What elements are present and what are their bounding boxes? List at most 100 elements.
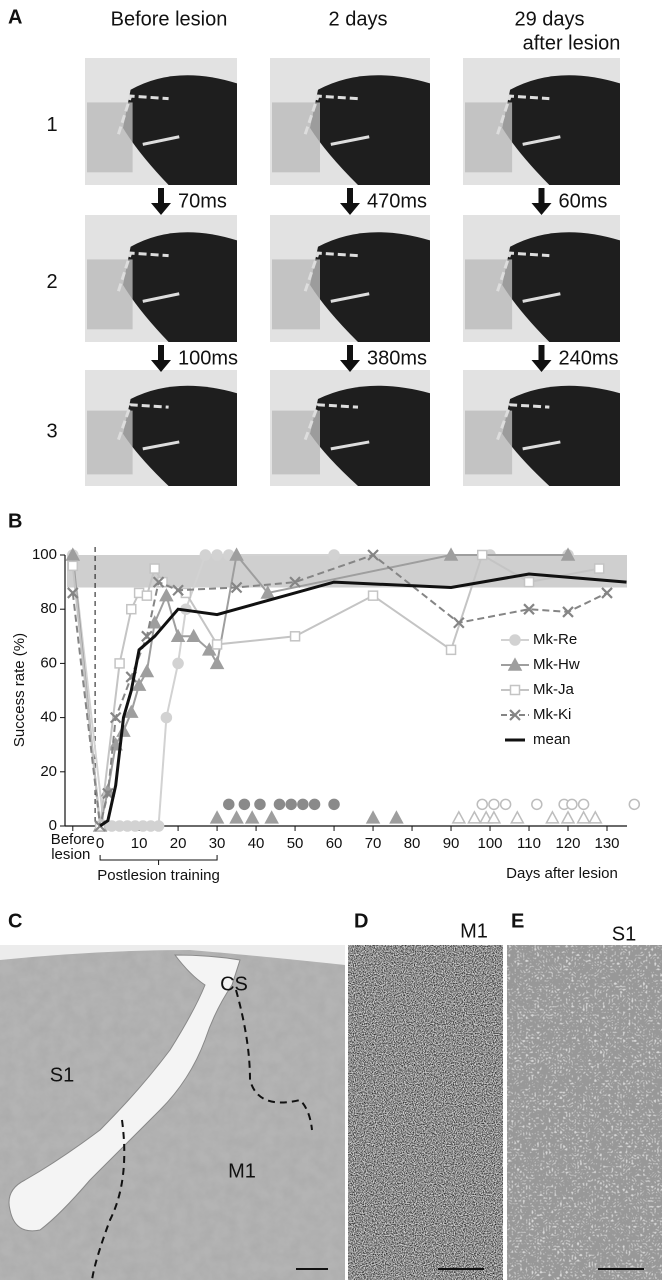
point	[254, 798, 266, 811]
cup	[465, 259, 513, 330]
point	[152, 576, 165, 588]
point	[102, 787, 114, 800]
point	[172, 657, 184, 670]
point	[499, 798, 512, 811]
finger-trace	[496, 403, 550, 441]
point	[209, 810, 225, 824]
point	[260, 585, 276, 599]
cup	[87, 102, 133, 173]
background	[0, 945, 345, 965]
point	[601, 587, 613, 599]
point	[147, 615, 162, 629]
finger-trace	[496, 94, 550, 135]
texture	[507, 945, 662, 1280]
panel-label: C	[8, 910, 22, 932]
column-title: 2 days	[329, 8, 388, 30]
point	[289, 631, 301, 642]
cup	[272, 259, 320, 330]
x-tick-label: 130	[594, 835, 619, 852]
hand	[502, 385, 620, 486]
legend-marker	[509, 709, 521, 721]
point	[476, 549, 488, 561]
arrow	[531, 188, 552, 215]
finger-trace	[117, 251, 169, 292]
y-tick-label: 80	[40, 600, 57, 617]
arrow	[340, 188, 360, 215]
point	[230, 581, 243, 594]
point	[628, 798, 641, 811]
x-tick-label: 80	[404, 835, 421, 852]
point	[576, 810, 591, 824]
point	[593, 563, 605, 574]
panel-label: A	[8, 6, 22, 28]
y-axis-label: Success rate (%)	[11, 633, 28, 747]
point	[160, 711, 173, 724]
point	[172, 584, 184, 597]
point	[149, 563, 160, 574]
cup	[272, 410, 320, 475]
point	[199, 549, 212, 561]
hand	[310, 232, 430, 342]
x-tick-label: 40	[248, 835, 265, 852]
interval-label: 100ms	[178, 347, 238, 369]
border-line	[91, 1119, 126, 1280]
arrow	[340, 345, 360, 372]
point	[328, 798, 340, 811]
legend-label: Mk-Ki	[533, 706, 571, 723]
point	[476, 798, 488, 811]
x-tick-label: 100	[478, 835, 503, 852]
hand	[502, 75, 620, 185]
point	[124, 704, 139, 718]
panel-a: A Before lesion 1 2 3 70ms 100ms 2 days 470ms 38…	[8, 6, 620, 486]
finger-trace	[496, 251, 550, 292]
panel-e: E S1	[507, 910, 662, 1280]
panel-c: C CS S1 M1	[0, 910, 345, 1280]
sulcus	[8, 954, 241, 1232]
hand	[123, 75, 237, 185]
interval-label: 240ms	[559, 347, 619, 369]
finger-trace	[303, 251, 359, 292]
thumb-trace	[330, 440, 370, 451]
point	[186, 628, 201, 643]
point	[229, 810, 244, 824]
point	[560, 547, 576, 561]
x-tick-label: 0	[96, 835, 104, 852]
legend-label: mean	[533, 731, 571, 748]
point	[443, 547, 459, 561]
point	[577, 798, 590, 811]
point	[467, 810, 482, 824]
point	[285, 798, 297, 811]
x-tick-label: 30	[209, 835, 226, 852]
y-tick-label: 100	[32, 546, 57, 563]
point	[273, 798, 286, 811]
point	[126, 603, 137, 615]
bracket-label: Postlesion training	[97, 867, 220, 884]
legend-label: Mk-Ja	[533, 681, 574, 698]
thumb-trace	[522, 292, 561, 303]
interval-label: 70ms	[178, 190, 227, 212]
interval-label: 60ms	[559, 190, 608, 212]
x-tick-label: 70	[365, 835, 382, 852]
interval-label: 470ms	[367, 190, 427, 212]
x-tick-label: 110	[517, 835, 541, 852]
point	[289, 576, 301, 588]
finger-trace	[117, 94, 169, 135]
scale-bar	[598, 1268, 644, 1270]
x-tick-label: Before lesion	[51, 831, 95, 863]
cup	[272, 102, 320, 173]
series-line	[99, 572, 627, 828]
point	[297, 798, 309, 811]
hand	[502, 232, 620, 342]
point	[566, 798, 578, 811]
column-title: Before lesion	[111, 8, 228, 30]
region-label: CS	[220, 973, 248, 995]
point	[389, 810, 404, 824]
point	[67, 560, 79, 572]
point	[588, 810, 603, 824]
point	[308, 798, 321, 811]
legend-label: Mk-Re	[533, 631, 577, 648]
point	[445, 644, 457, 656]
y-tick-label: 0	[49, 817, 57, 834]
panel-label: E	[511, 910, 524, 932]
